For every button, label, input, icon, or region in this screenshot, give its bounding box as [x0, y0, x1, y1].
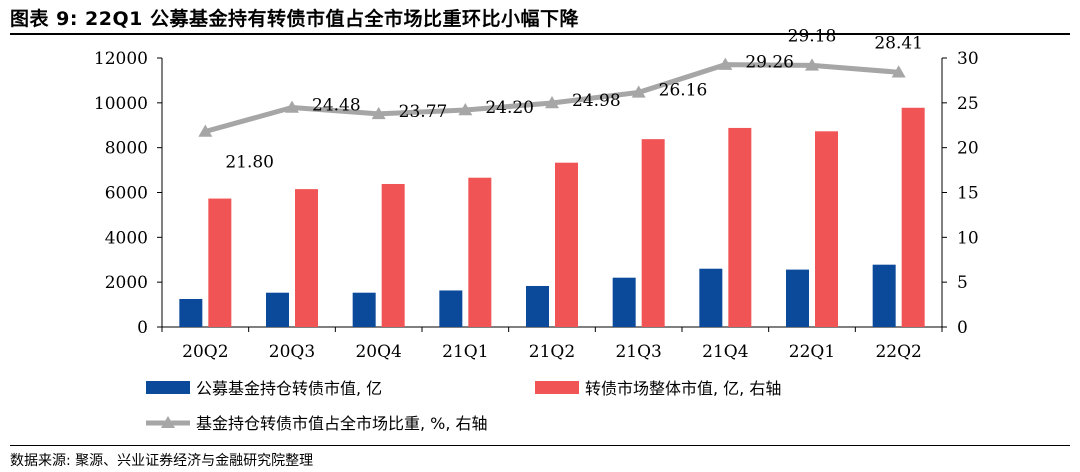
x-tick-label: 22Q1 [789, 342, 835, 362]
ratio-data-label: 29.26 [745, 53, 794, 73]
x-tick-label: 21Q1 [442, 342, 488, 362]
bar-fund-holdings [526, 285, 549, 327]
bar-market-total [555, 162, 578, 327]
bar-market-total [208, 198, 232, 327]
left-tick-label: 6000 [105, 184, 148, 204]
left-tick-label: 8000 [105, 139, 148, 159]
right-tick-label: 0 [957, 318, 968, 338]
left-tick-label: 2000 [105, 273, 148, 293]
ratio-line-marker [891, 65, 906, 78]
legend-swatch-market-total [535, 381, 579, 394]
ratio-line-marker [371, 106, 386, 120]
bar-fund-holdings [786, 269, 809, 327]
left-tick-label: 0 [137, 318, 148, 338]
x-tick-label: 22Q2 [875, 342, 921, 362]
x-tick-label: 20Q3 [269, 342, 315, 362]
ratio-data-label: 24.20 [485, 98, 534, 118]
source-note: 数据来源: 聚源、兴业证券经济与金融研究院整理 [10, 453, 314, 469]
bar-market-total [641, 139, 665, 327]
ratio-data-label: 24.98 [572, 91, 621, 111]
left-tick-label: 12000 [94, 49, 148, 69]
ratio-data-label: 23.77 [399, 102, 448, 122]
legend-swatch-ratio-marker [161, 416, 175, 428]
bar-fund-holdings [699, 268, 723, 327]
x-tick-label: 21Q3 [615, 342, 661, 362]
bar-market-total [295, 189, 318, 327]
x-tick-label: 20Q2 [182, 342, 228, 362]
ratio-data-label: 24.48 [312, 95, 361, 115]
bar-market-total [468, 177, 492, 327]
ratio-line-marker [198, 124, 213, 137]
legend-label-market-total: 转债市场整体市值, 亿, 右轴 [585, 379, 781, 398]
ratio-line-marker [718, 57, 733, 70]
ratio-line-marker [545, 96, 559, 109]
right-tick-label: 30 [957, 49, 979, 69]
bar-fund-holdings [439, 290, 463, 327]
x-tick-label: 21Q2 [529, 342, 575, 362]
figure-title-bar: 图表 9: 22Q1 公募基金持有转债市值占全市场比重环比小幅下降 [0, 0, 1080, 35]
bar-market-total [728, 127, 752, 327]
legend-swatch-fund-holdings [146, 381, 190, 394]
right-tick-label: 20 [957, 139, 979, 159]
ratio-data-label: 28.41 [874, 33, 923, 53]
ratio-data-label: 29.18 [788, 26, 837, 46]
ratio-line-marker [458, 103, 473, 116]
bar-fund-holdings [612, 277, 636, 327]
footer-divider [10, 445, 1070, 446]
x-tick-label: 21Q4 [702, 342, 748, 362]
bar-fund-holdings [179, 298, 203, 327]
x-tick-label: 20Q4 [355, 342, 401, 362]
figure-title: 图表 9: 22Q1 公募基金持有转债市值占全市场比重环比小幅下降 [10, 8, 579, 30]
bar-market-total [381, 183, 405, 327]
legend-label-fund-holdings: 公募基金持仓转债市值, 亿 [196, 379, 382, 398]
right-tick-label: 10 [957, 228, 979, 248]
bar-market-total [815, 131, 838, 327]
ratio-line-marker [631, 85, 646, 98]
combo-chart: 0 2000 4000 6000 8000 10000 12000 0 5 10 15 20 25 30 2… [94, 26, 979, 433]
right-tick-label: 5 [957, 273, 968, 293]
left-tick-label: 4000 [105, 228, 148, 248]
right-tick-label: 25 [957, 94, 979, 114]
bar-fund-holdings [872, 264, 896, 327]
bar-fund-holdings [352, 292, 376, 327]
bar-market-total [901, 107, 925, 327]
ratio-data-label: 26.16 [659, 80, 708, 100]
bar-fund-holdings [266, 292, 289, 327]
ratio-line-marker [285, 100, 299, 113]
ratio-data-label: 21.80 [225, 153, 274, 173]
legend-label-ratio: 基金持仓转债市值占全市场比重, %, 右轴 [196, 414, 488, 433]
left-tick-label: 10000 [94, 94, 148, 114]
right-tick-label: 15 [957, 184, 979, 204]
ratio-line-marker [805, 58, 819, 71]
title-divider [10, 33, 1070, 35]
